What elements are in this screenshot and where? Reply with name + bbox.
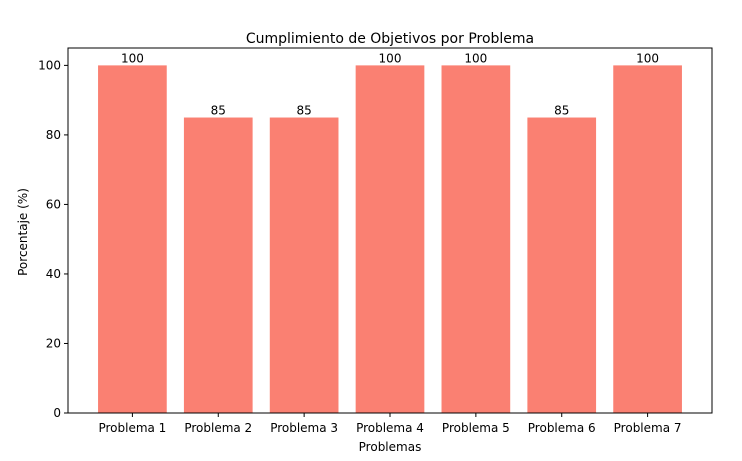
y-tick-label: 100: [38, 58, 61, 72]
data-label: 100: [121, 51, 144, 65]
bar: [441, 65, 511, 413]
x-tick-label: Problema 1: [98, 421, 166, 435]
y-tick-label: 40: [46, 267, 61, 281]
data-label: 85: [211, 104, 226, 118]
plot-area: 100 85 85 100 100 85 100 0 20 40 60 80 100 Problema 1…: [38, 47, 713, 435]
x-tick-label: Problema 2: [184, 421, 252, 435]
y-tick-label: 0: [53, 406, 61, 420]
data-label: 85: [554, 104, 569, 118]
y-axis-title: Porcentaje (%): [16, 188, 30, 276]
bar: [183, 117, 253, 414]
data-label: 100: [464, 51, 487, 65]
y-tick-label: 80: [46, 128, 61, 142]
x-tick-label: Problema 6: [528, 421, 596, 435]
bar: [355, 65, 425, 413]
x-tick-label: Problema 3: [270, 421, 338, 435]
bar: [527, 117, 597, 414]
data-label: 85: [296, 104, 311, 118]
bar: [98, 65, 167, 413]
data-label: 100: [379, 51, 402, 65]
bar: [613, 65, 682, 413]
y-tick-label: 60: [46, 197, 61, 211]
x-axis-title: Problemas: [359, 440, 422, 454]
x-tick-label: Problema 5: [442, 421, 510, 435]
chart-title: Cumplimiento de Objetivos por Problema: [246, 31, 534, 47]
x-tick-label: Problema 4: [356, 421, 424, 435]
bar: [269, 117, 339, 414]
data-label: 100: [636, 51, 659, 65]
x-tick-label: Problema 7: [614, 421, 682, 435]
y-tick-label: 20: [46, 336, 61, 350]
